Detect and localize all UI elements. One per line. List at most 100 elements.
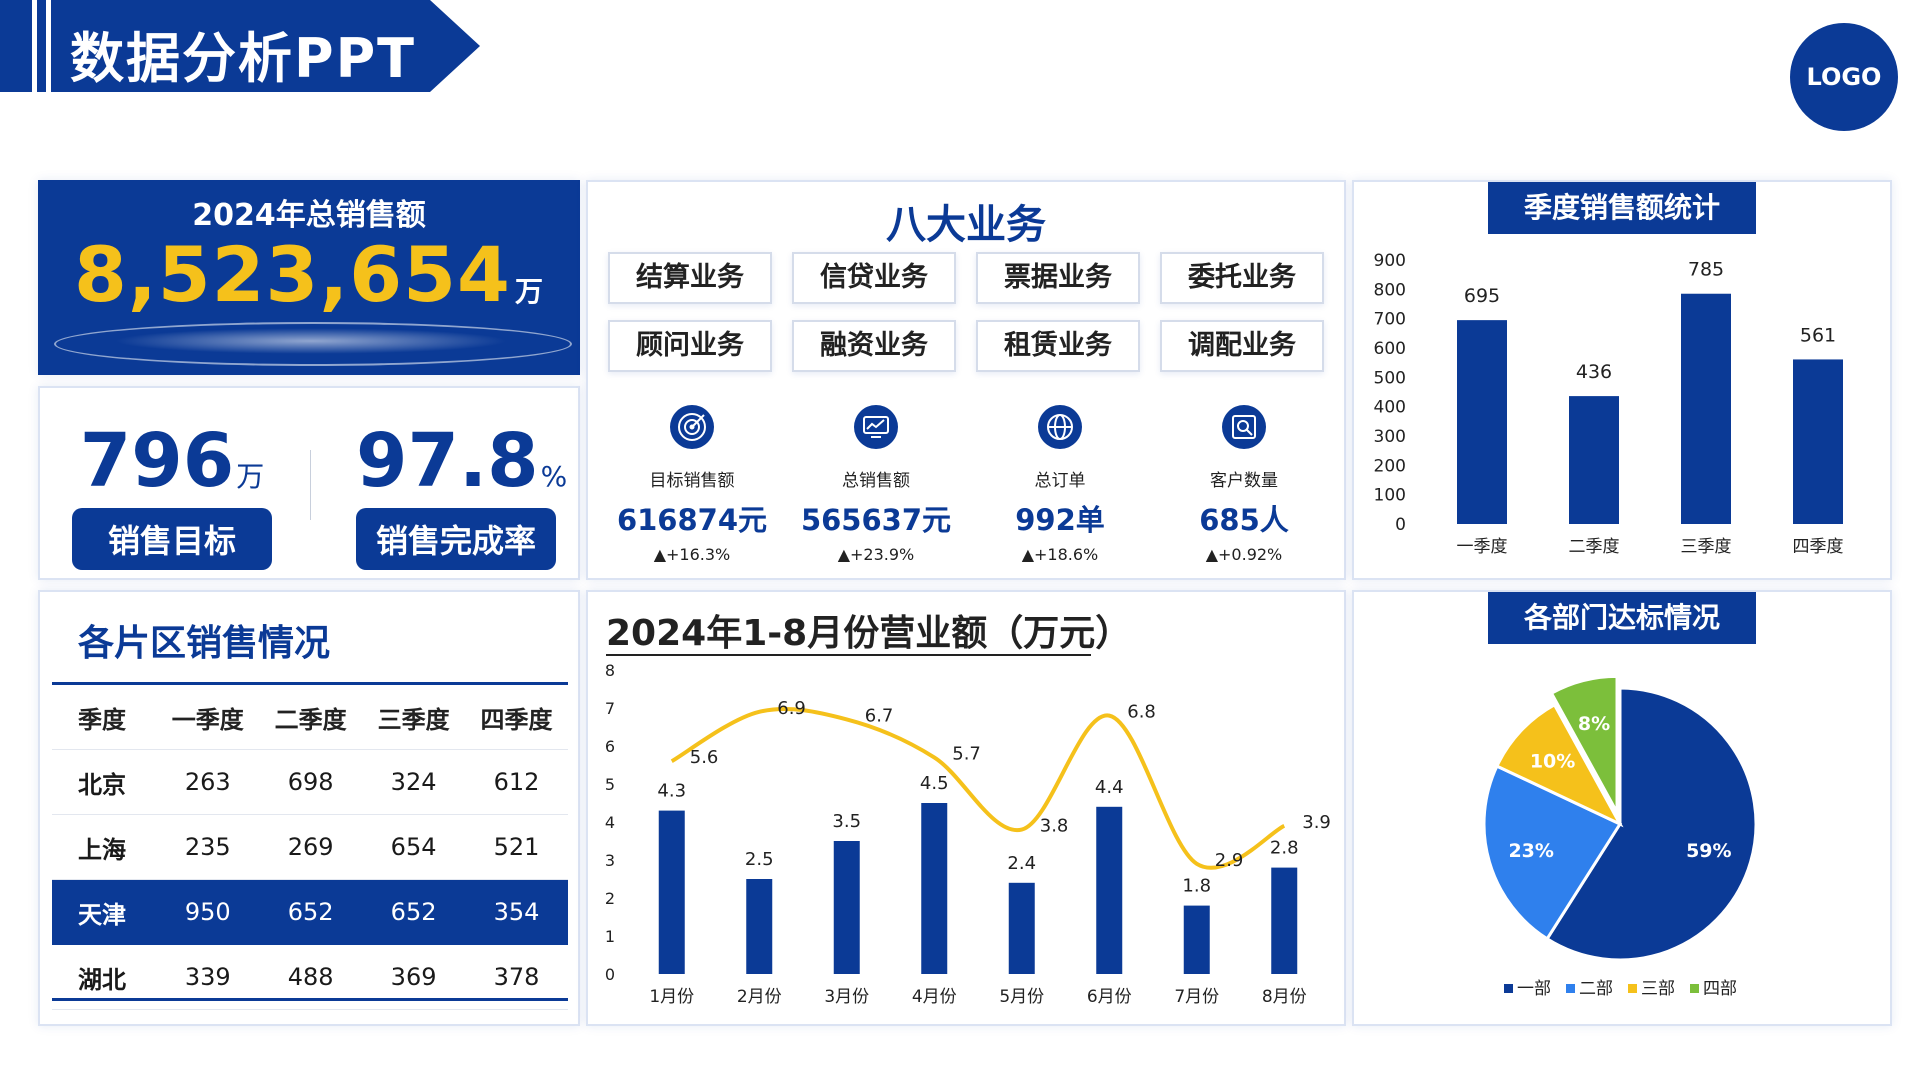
x-tick-label: 3月份 [824,987,869,1007]
header-stripe [46,0,51,92]
kpi-unit: 万 [236,460,265,493]
x-tick-label: 5月份 [999,987,1044,1007]
x-tick-label: 8月份 [1262,987,1307,1007]
pie-slice [1549,674,1619,814]
y-tick-label: 900 [1374,251,1406,271]
bar [1793,359,1843,524]
bar-data-label: 1.8 [1182,876,1211,897]
monthly-panel: 2024年1-8月份营业额（万元） 0 1 2 3 4 5 6 7 8 4.3 1月份 2.5 2月份 3… [586,590,1346,1026]
slice-label: 10% [1530,751,1575,773]
line-data-label: 6.9 [777,698,806,719]
metric-total-orders: 总订单 992单 ▲+18.6% [970,404,1150,564]
bar [1569,396,1619,524]
business-item[interactable]: 调配业务 [1160,320,1324,372]
x-tick-label: 四季度 [1793,537,1844,557]
slice-label: 23% [1508,840,1553,862]
legend-swatch [1690,984,1699,993]
region-table: 季度 一季度 二季度 三季度 四季度 北京 263 698 324 612 上海… [52,685,568,1010]
kpi-divider [310,450,311,520]
y-tick-label: 100 [1374,486,1406,506]
quarterly-title: 季度销售额统计 [1488,182,1756,234]
decor-glow [114,328,508,354]
data-label: 436 [1576,361,1612,383]
y-tick-label: 5 [605,775,615,794]
metric-label: 客户数量 [1210,471,1278,491]
legend-swatch [1504,984,1513,993]
metric-change: ▲+23.9% [837,545,915,564]
business-item[interactable]: 票据业务 [976,252,1140,304]
business-title: 八大业务 [886,202,1046,248]
table-cell: 北京 [52,749,157,815]
bar [833,841,860,974]
kpi-value: 796 [79,418,235,504]
table-bottom-rule [52,998,568,1001]
legend-label: 二部 [1579,979,1613,999]
business-item[interactable]: 租赁业务 [976,320,1140,372]
quarterly-bar-chart: 0 100 200 300 400 500 600 700 800 900 695 一季度 436 二季度… [1374,251,1844,557]
header-stripe [32,0,37,92]
line-data-label: 2.9 [1215,850,1244,871]
bar [1096,806,1123,974]
y-tick-label: 3 [605,851,615,870]
bar-data-label: 3.5 [832,811,861,832]
table-row-highlighted: 天津 950 652 652 354 [52,879,568,945]
line-data-label: 6.7 [865,705,894,726]
table-cell: 354 [465,879,568,945]
x-tick-label: 二季度 [1569,537,1620,557]
business-item[interactable]: 顾问业务 [608,320,772,372]
line-data-label: 3.9 [1302,812,1331,833]
table-cell: 269 [259,814,363,880]
legend-swatch [1566,984,1575,993]
customer-search-icon [1222,405,1266,449]
business-item[interactable]: 融资业务 [792,320,956,372]
data-label: 695 [1464,285,1500,307]
metric-change: ▲+16.3% [653,545,731,564]
y-tick-label: 600 [1374,339,1406,359]
y-tick-label: 0 [605,965,615,984]
legend-label: 四部 [1703,979,1737,999]
x-tick-label: 一季度 [1457,537,1508,557]
bar [921,803,948,974]
y-tick-label: 700 [1374,310,1406,330]
kpi-completion-rate: 97.8% 销售完成率 [356,424,567,570]
metric-label: 总销售额 [842,471,910,491]
total-sales-value: 8,523,654 万 [40,230,578,319]
y-tick-label: 1 [605,927,615,946]
metric-total-sales: 总销售额 565637元 ▲+23.9% [786,404,966,564]
business-item[interactable]: 结算业务 [608,252,772,304]
kpi-label: 销售目标 [72,508,272,570]
business-item[interactable]: 信贷业务 [792,252,956,304]
y-tick-label: 200 [1374,456,1406,476]
metric-label: 目标销售额 [649,471,735,491]
line-data-label: 5.6 [690,747,719,768]
y-tick-label: 500 [1374,368,1406,388]
table-cell: 521 [465,814,568,880]
business-item[interactable]: 委托业务 [1160,252,1324,304]
column-header: 三季度 [362,685,466,750]
kpi-unit: % [540,460,568,493]
table-cell: 上海 [52,814,157,880]
y-tick-label: 0 [1395,515,1406,535]
column-header: 四季度 [465,685,568,750]
quarterly-panel: 季度销售额统计 0 100 200 300 400 500 600 700 800 900 695 一… [1352,180,1892,580]
table-cell: 652 [259,879,363,945]
y-tick-label: 7 [605,699,615,718]
kpi-value: 97.8 [356,418,539,504]
monthly-title: 2024年1-8月份营业额（万元） [606,613,1132,654]
table-header-row: 季度 一季度 二季度 三季度 四季度 [52,685,568,750]
metric-target-sales: 目标销售额 616874元 ▲+16.3% [602,404,782,564]
monthly-title-underline [606,654,1091,656]
y-tick-label: 400 [1374,398,1406,418]
total-sales-unit: 万 [514,275,544,308]
legend-label: 三部 [1641,979,1675,999]
target-icon [670,405,714,449]
pie-slice [1545,686,1758,962]
logo: LOGO [1790,23,1898,131]
metric-value: 992单 [1015,503,1105,537]
series-line [670,706,1286,870]
bar [1681,293,1731,524]
dept-title: 各部门达标情况 [1488,592,1756,644]
x-tick-label: 2月份 [737,987,782,1007]
metric-value: 616874元 [616,503,768,537]
bar-data-label: 2.4 [1007,853,1036,874]
